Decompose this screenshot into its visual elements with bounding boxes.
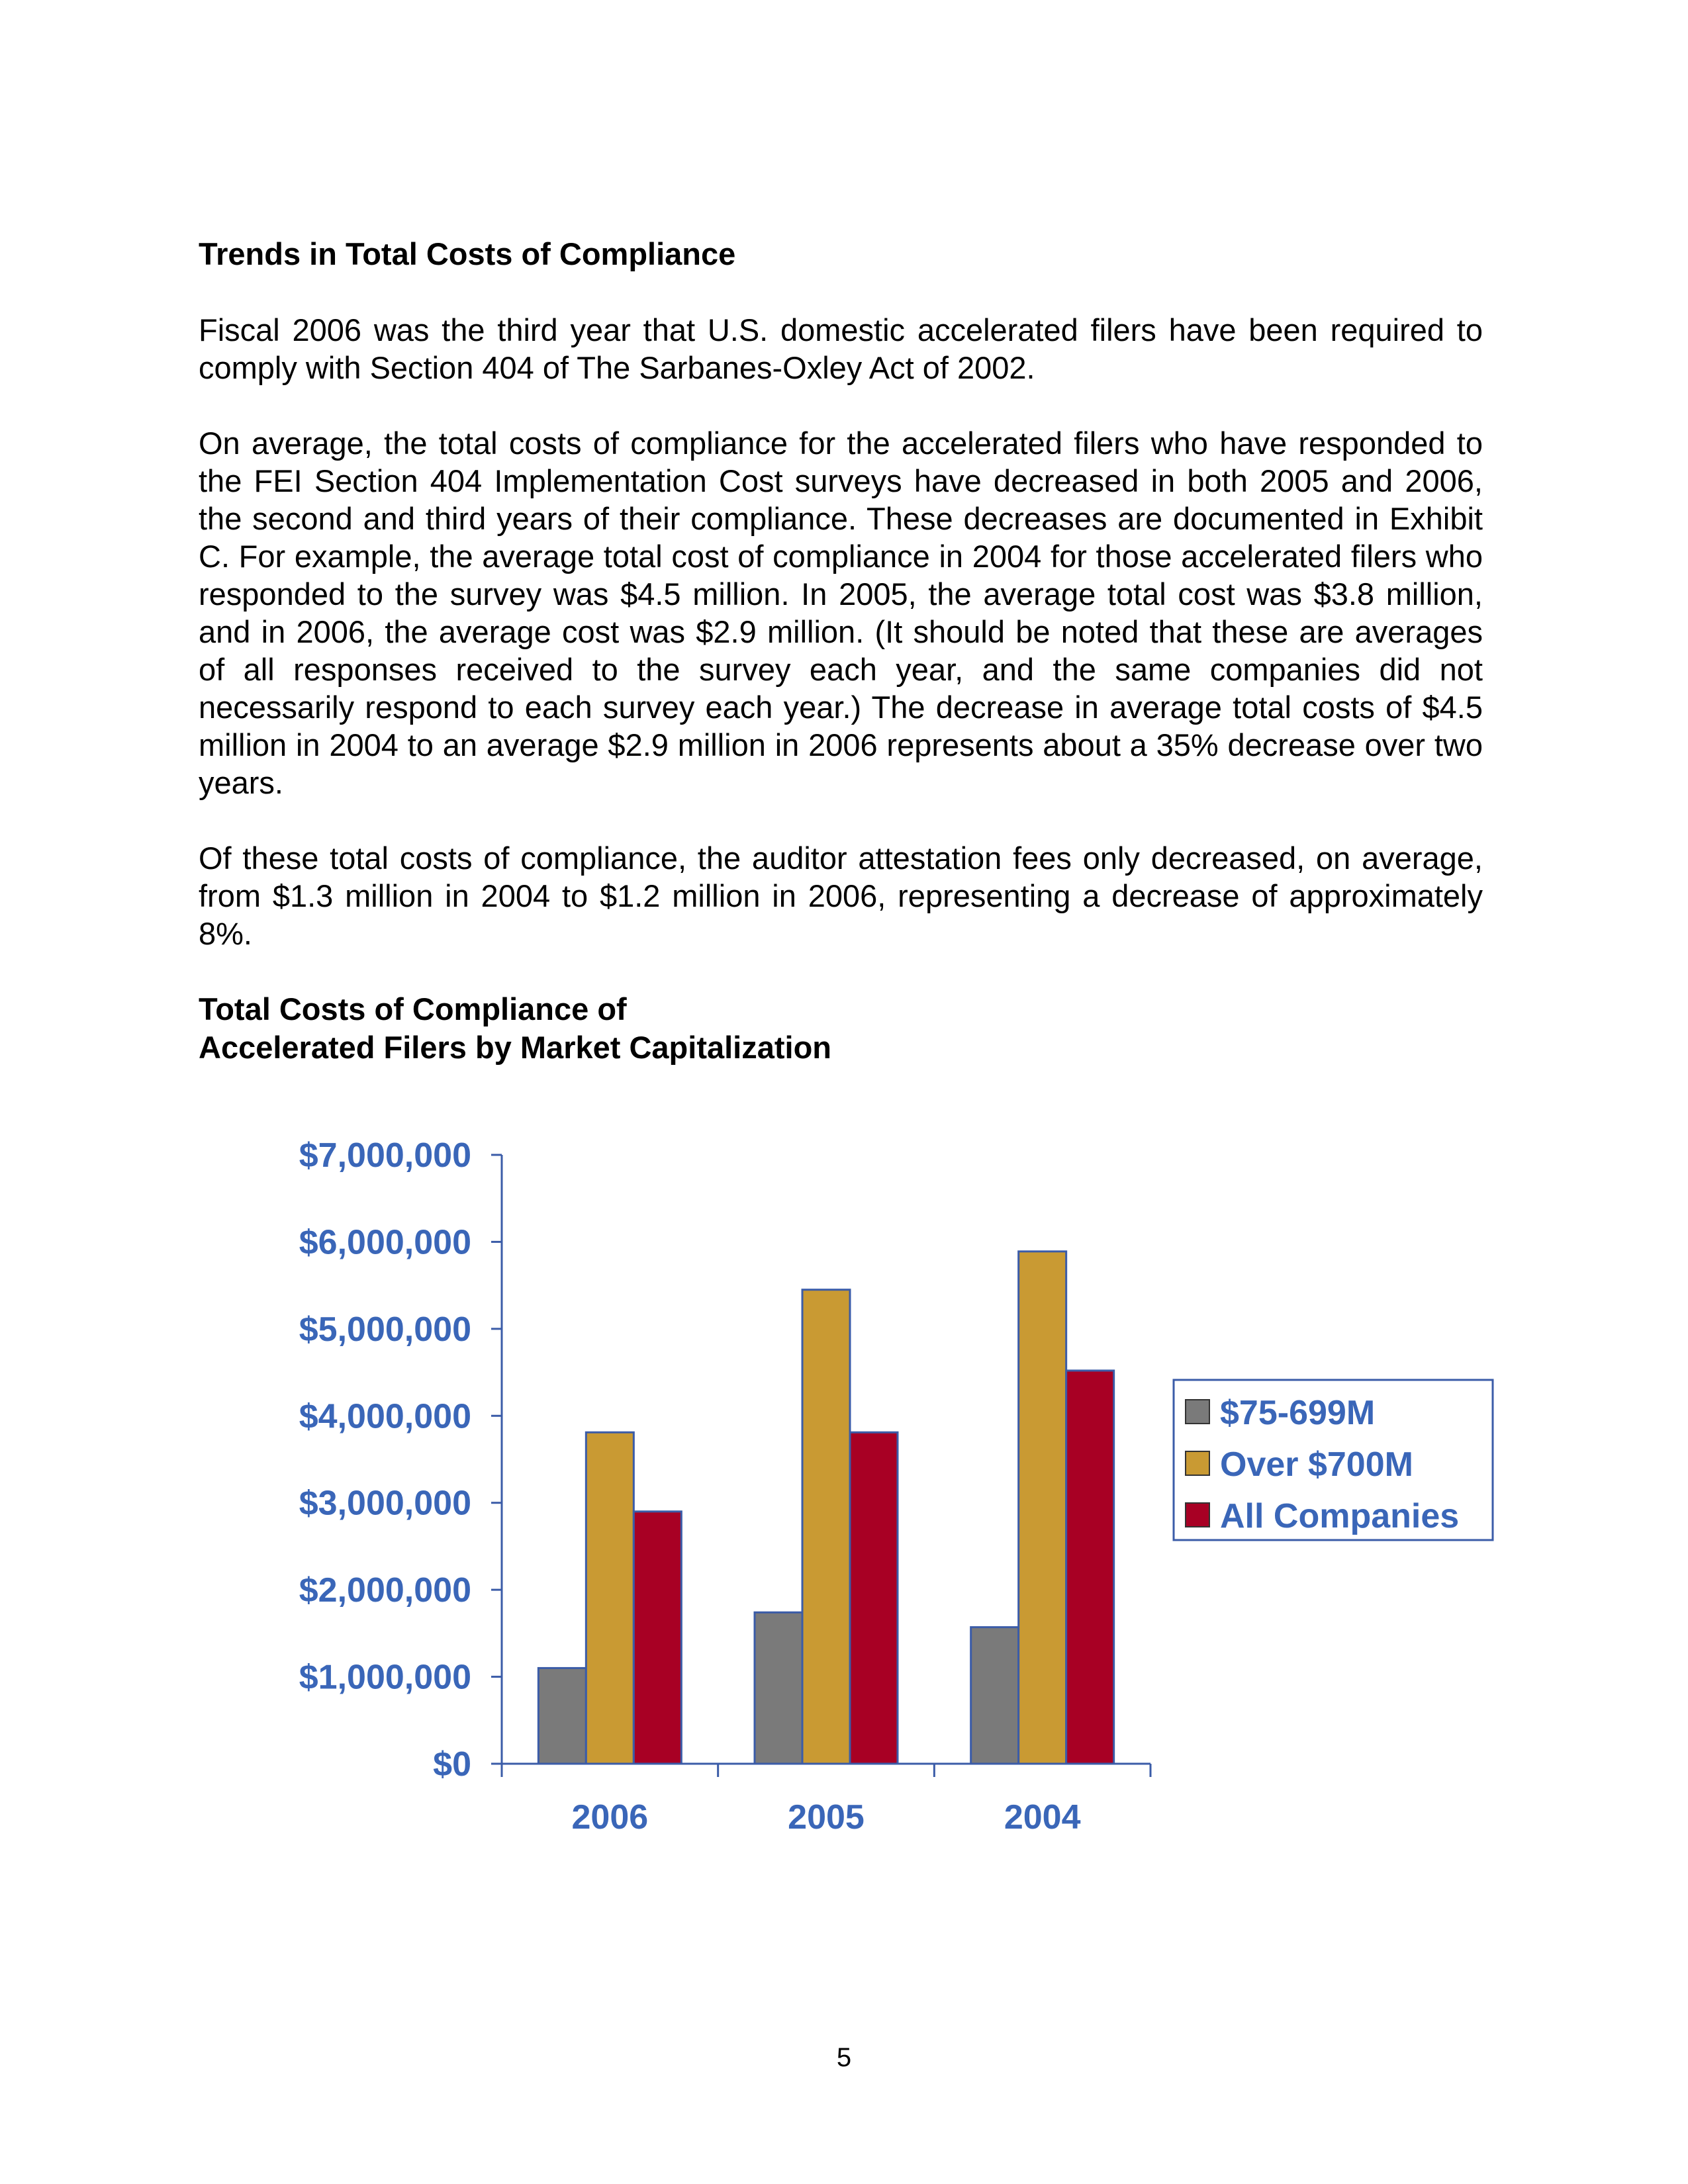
y-tick-label: $5,000,000 — [299, 1310, 471, 1349]
bar-2005-3 — [849, 1431, 899, 1765]
legend-box — [1172, 1379, 1494, 1541]
chart-heading-line2: Accelerated Filers by Market Capitalizat… — [199, 1030, 831, 1065]
legend-swatch — [1185, 1399, 1210, 1424]
bar-2006-3 — [632, 1510, 682, 1765]
paragraph-auditor-fees: Of these total costs of compliance, the … — [199, 841, 1483, 951]
x-tick-label: 2004 — [1004, 1798, 1081, 1837]
chart-axes: $0 $1,000,000 $2,000,000 $3,000,000 $4,000,0… — [299, 1136, 1152, 1837]
y-tick-label: $3,000,000 — [299, 1484, 471, 1523]
page-content: Trends in Total Costs of Compliance Fisc… — [199, 235, 1483, 1067]
bar-2004-2 — [1017, 1250, 1068, 1765]
bar-2005-1 — [753, 1611, 804, 1765]
bar-2004-1 — [970, 1626, 1020, 1765]
x-tick-label: 2005 — [788, 1798, 865, 1837]
y-tick-label: $4,000,000 — [299, 1397, 471, 1435]
chart-heading-line1: Total Costs of Compliance of — [199, 991, 627, 1026]
legend-label: All Companies — [1220, 1497, 1459, 1535]
page-number: 5 — [836, 2043, 852, 2072]
y-tick-label: $2,000,000 — [299, 1571, 471, 1610]
y-tick-label: $7,000,000 — [299, 1136, 471, 1175]
bar-2006-2 — [585, 1431, 635, 1765]
section-heading: Trends in Total Costs of Compliance — [199, 236, 736, 271]
y-tick-label: $1,000,000 — [299, 1659, 471, 1697]
chart-bars — [537, 1250, 1115, 1765]
bar-2004-3 — [1065, 1369, 1115, 1765]
legend-swatch — [1185, 1451, 1210, 1476]
paragraph-cost-trends: On average, the total costs of complianc… — [199, 426, 1483, 800]
x-tick-label: 2006 — [571, 1798, 648, 1837]
y-tick-label: $0 — [433, 1745, 471, 1784]
bar-2006-1 — [537, 1666, 587, 1765]
legend-swatch — [1185, 1502, 1210, 1527]
cost-chart: $0 $1,000,000 $2,000,000 $3,000,000 $4,000,0… — [299, 1136, 1494, 1837]
bar-2005-2 — [801, 1289, 851, 1765]
chart-legend: $75-699M Over $700M All Companies — [1172, 1379, 1494, 1541]
legend-label: Over $700M — [1220, 1445, 1413, 1484]
legend-label: $75-699M — [1220, 1394, 1375, 1432]
y-tick-label: $6,000,000 — [299, 1223, 471, 1261]
paragraph-intro: Fiscal 2006 was the third year that U.S.… — [199, 312, 1483, 385]
